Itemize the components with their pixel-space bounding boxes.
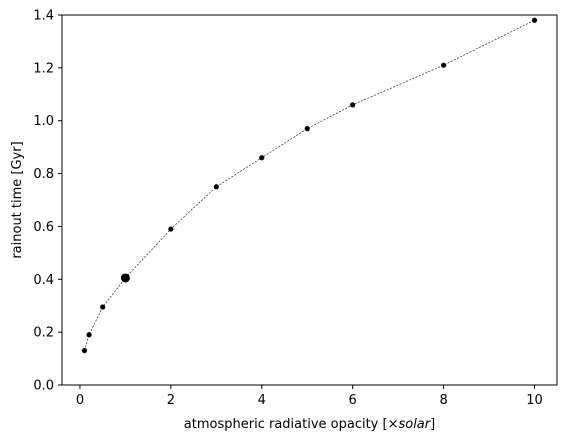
y-tick-label: 0.0 — [33, 379, 54, 394]
x-tick-label: 6 — [349, 393, 357, 408]
x-tick-label: 4 — [258, 393, 266, 408]
x-tick-label: 8 — [439, 393, 447, 408]
y-tick-label: 0.6 — [33, 220, 54, 235]
data-point — [168, 226, 174, 232]
y-tick-label: 0.2 — [33, 326, 54, 341]
highlight-point — [120, 273, 130, 283]
data-point — [531, 17, 538, 23]
y-tick-label: 1.2 — [33, 61, 54, 76]
y-tick-label: 0.8 — [33, 167, 54, 182]
x-tick-label: 0 — [76, 393, 84, 408]
series-line — [84, 20, 535, 351]
data-point — [100, 304, 106, 310]
data-point — [304, 126, 310, 132]
data-point — [86, 332, 92, 338]
data-point — [259, 155, 265, 161]
data-point — [440, 62, 447, 68]
plot-frame — [61, 14, 558, 386]
data-point — [350, 102, 356, 108]
ticks: 0 2 4 6 8 10 0.0 0.2 0.4 0.6 0.8 1.0 1.2 1.4 — [33, 9, 542, 409]
y-tick-label: 1.4 — [33, 9, 54, 24]
y-tick-label: 1.0 — [33, 114, 54, 129]
x-tick-label: 2 — [167, 393, 175, 408]
y-tick-label: 0.4 — [33, 273, 54, 288]
x-tick-label: 10 — [526, 393, 543, 408]
series — [81, 17, 538, 354]
y-axis-label: rainout time [Gyr] — [10, 141, 25, 258]
data-point — [213, 184, 219, 190]
data-point — [81, 348, 88, 354]
x-axis-label: atmospheric radiative opacity [×solar] — [184, 417, 435, 432]
